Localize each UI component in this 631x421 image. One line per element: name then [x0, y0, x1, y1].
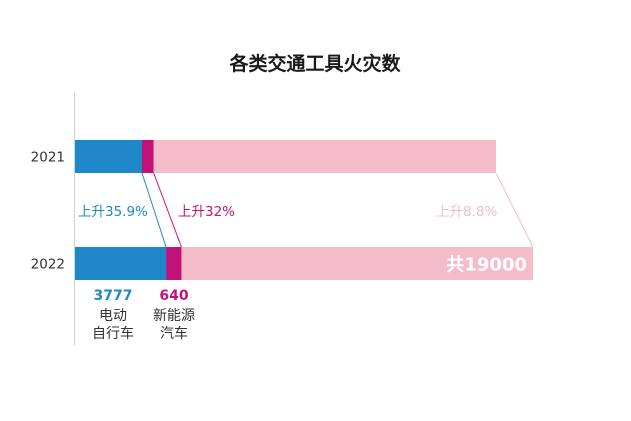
category-label-1-line-0: 新能源 — [153, 308, 195, 324]
total-label: 共19000 — [446, 255, 527, 276]
growth-connector-2 — [495, 172, 534, 248]
y-tick-2021: 2021 — [31, 150, 65, 166]
category-label-1-line-1: 汽车 — [160, 325, 188, 342]
value-label-0: 3777 — [94, 288, 133, 304]
bar-2022-series-2 — [181, 247, 533, 280]
growth-connector-1 — [153, 172, 182, 248]
y-tick-2022: 2022 — [31, 257, 65, 273]
growth-label-1: 上升32% — [178, 204, 235, 220]
bar-2022-series-0 — [75, 247, 167, 280]
bar-2021-series-2 — [153, 140, 496, 173]
category-label-0-line-1: 自行车 — [92, 325, 134, 342]
growth-connector-0 — [141, 172, 167, 248]
chart-title: 各类交通工具火灾数 — [228, 52, 401, 75]
growth-label-0: 上升35.9% — [78, 204, 148, 220]
category-label-0-line-0: 电动 — [99, 308, 127, 324]
bar-2022-series-1 — [166, 247, 182, 280]
bar-2021-series-1 — [141, 140, 154, 173]
growth-label-2: 上升8.8% — [436, 204, 497, 220]
value-label-1: 640 — [159, 288, 188, 304]
bar-2021-series-0 — [75, 140, 142, 173]
